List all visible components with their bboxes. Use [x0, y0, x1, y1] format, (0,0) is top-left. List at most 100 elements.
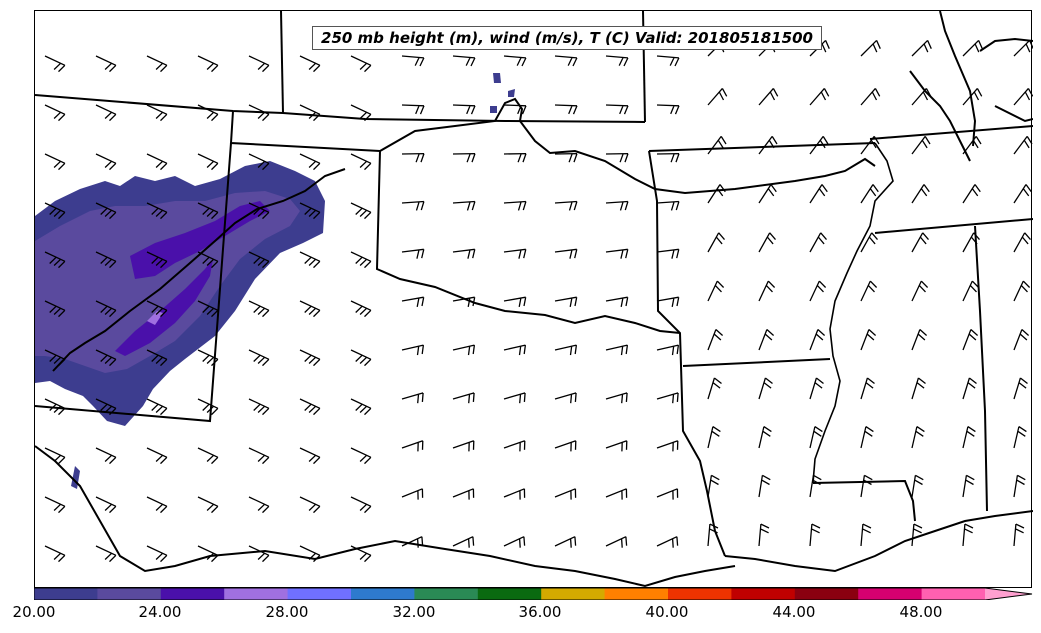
wind-barb	[554, 392, 577, 404]
wind-barb	[146, 153, 168, 171]
wind-barb	[146, 202, 168, 220]
wind-barb	[809, 87, 830, 106]
wind-barb	[860, 184, 879, 204]
wind-barb	[860, 474, 873, 498]
wind-barb	[95, 104, 117, 122]
colorbar-segment	[414, 588, 479, 600]
wind-barb	[1013, 39, 1033, 57]
wind-barb	[350, 496, 372, 514]
wind-barb	[95, 300, 117, 318]
wind-barb	[146, 300, 168, 318]
colorbar-segment	[287, 588, 352, 600]
wind-barb	[248, 545, 270, 563]
wind-barb	[707, 184, 726, 204]
wind-barb	[707, 474, 720, 498]
wind-barb	[452, 200, 476, 211]
wind-barb	[95, 545, 117, 563]
colorbar-tick-label: 24.00	[138, 603, 182, 621]
wind-barb	[95, 202, 117, 220]
map-panel: 250 mb height (m), wind (m/s), T (C) Val…	[34, 10, 1033, 588]
wind-barb	[401, 296, 425, 308]
wind-barb	[656, 392, 679, 404]
wind-barb	[809, 377, 824, 400]
wind-barb	[860, 377, 875, 400]
wind-barb	[452, 488, 475, 500]
colorbar-segment	[160, 588, 225, 600]
wind-barb	[401, 104, 425, 115]
louisiana-south-border	[812, 479, 916, 522]
wind-barb	[605, 344, 629, 356]
colorbar-segment	[921, 588, 986, 600]
wind-barb	[1013, 184, 1032, 204]
wind-barb	[809, 474, 822, 498]
wind-barb	[911, 184, 930, 204]
wind-barb	[44, 104, 66, 122]
wind-barb	[911, 280, 929, 302]
wind-barb	[656, 200, 680, 211]
wind-barb	[146, 251, 168, 269]
wind-barb	[299, 251, 321, 269]
wind-barb	[1013, 377, 1028, 400]
wind-barb	[350, 545, 372, 563]
wind-barb	[554, 152, 578, 163]
wind-barb	[146, 398, 168, 416]
wind-barb	[554, 104, 578, 115]
temperature-colorbar	[34, 588, 1033, 600]
temp-contour-24	[130, 201, 270, 279]
wind-barb	[605, 200, 629, 211]
wind-barb	[197, 300, 219, 318]
wind-barb	[1013, 232, 1031, 253]
wind-barb	[452, 536, 475, 548]
wind-barb	[503, 488, 526, 500]
wind-barb	[299, 55, 321, 73]
wind-barb	[248, 251, 270, 269]
wind-barb	[503, 536, 526, 548]
wind-barb	[452, 55, 476, 67]
colorbar-tick-label: 32.00	[392, 603, 436, 621]
colorbar-segment	[604, 588, 669, 600]
wind-barb	[401, 152, 425, 163]
wind-barb	[350, 300, 372, 318]
wind-barb	[911, 329, 928, 351]
map-title: 250 mb height (m), wind (m/s), T (C) Val…	[312, 26, 822, 50]
wind-barb	[95, 447, 117, 465]
wind-barb	[1013, 87, 1033, 106]
wind-barb	[1013, 523, 1025, 547]
mississippi-alabama-border	[974, 225, 988, 512]
louisiana-north-border	[682, 358, 831, 367]
colorbar-segment	[477, 588, 542, 600]
new-mexico-east-border	[35, 142, 232, 423]
colorbar-segment	[97, 588, 162, 600]
wind-barb	[860, 136, 880, 155]
wind-barb	[299, 104, 321, 122]
wind-barb	[707, 329, 724, 351]
colorbar-tick-label: 36.00	[518, 603, 562, 621]
wind-barb	[248, 55, 270, 73]
mississippi-river	[812, 142, 894, 484]
wind-barb	[248, 300, 270, 318]
wind-barb	[248, 349, 270, 367]
wind-barb	[860, 87, 881, 106]
wind-barb	[911, 39, 932, 57]
wind-barb	[299, 202, 321, 220]
wind-barb	[707, 232, 725, 253]
wind-barb	[707, 136, 727, 155]
colorbar-segment	[794, 588, 859, 600]
wind-barb	[554, 536, 577, 548]
wind-barb	[95, 251, 117, 269]
wind-barb	[605, 488, 628, 500]
wind-barb	[911, 523, 923, 547]
wind-barb	[911, 87, 932, 106]
wind-barb	[860, 39, 881, 57]
wind-barb	[452, 152, 476, 163]
wind-barb	[1013, 474, 1026, 498]
new-mexico-north-border	[229, 110, 381, 152]
colorbar-extend-arrow	[985, 588, 1032, 600]
wind-barb	[656, 440, 679, 452]
wind-barb	[503, 104, 527, 115]
wind-barb	[554, 440, 577, 452]
wind-barb	[401, 200, 425, 211]
wind-barb	[44, 447, 66, 465]
wind-barb	[44, 496, 66, 514]
wind-barb	[299, 153, 321, 171]
